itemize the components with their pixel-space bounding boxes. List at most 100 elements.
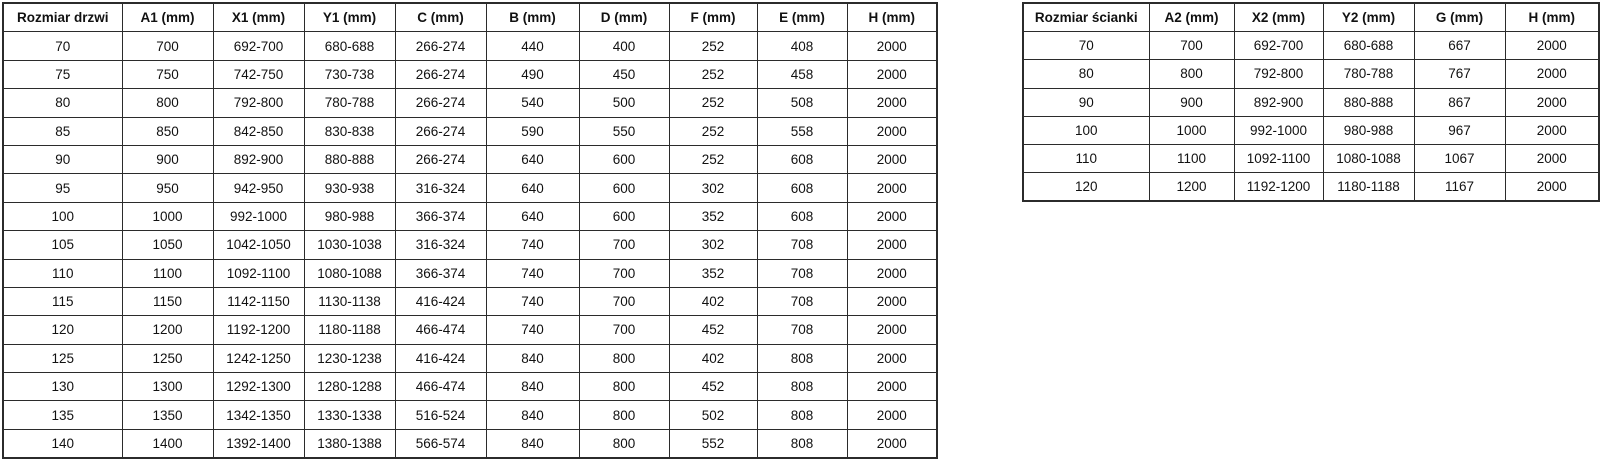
column-header: A1 (mm) — [121, 2, 214, 33]
table-cell: 800 — [578, 428, 670, 459]
table-cell: 840 — [485, 343, 580, 374]
table-cell: 70 — [2, 31, 123, 61]
table-cell: 1380-1388 — [303, 428, 396, 459]
table-cell: 95 — [2, 173, 123, 203]
table-cell: 840 — [485, 428, 580, 459]
column-header: H (mm) — [1504, 2, 1600, 33]
table-cell: 80 — [2, 88, 123, 118]
table-cell: 1200 — [1148, 172, 1235, 202]
table-cell: 110 — [2, 258, 123, 288]
column-header: G (mm) — [1413, 2, 1506, 33]
table-cell: 1192-1200 — [212, 315, 305, 345]
table-cell: 1092-1100 — [212, 258, 305, 288]
table-cell: 600 — [578, 173, 670, 203]
table-cell: 2000 — [1504, 31, 1600, 61]
table-cell: 867 — [1413, 87, 1506, 117]
table-cell: 1180-1188 — [1322, 172, 1415, 202]
table-cell: 302 — [668, 173, 758, 203]
table-row: 90 900 892-900 880-888 266-274 640 600 252 608 20… — [2, 144, 938, 175]
table-cell: 808 — [756, 428, 848, 459]
table-cell: 967 — [1413, 115, 1506, 145]
table-cell: 742-750 — [212, 59, 305, 90]
table-cell: 1280-1288 — [303, 372, 396, 402]
header-row: Rozmiar drzwi A1 (mm) X1 (mm) Y1 (mm) C (mm)… — [2, 2, 938, 33]
table-row: 100 1000 992-1000 980-988 366-374 640 600 352 60… — [2, 201, 938, 232]
table-cell: 1067 — [1413, 143, 1506, 174]
table-cell: 252 — [668, 144, 758, 175]
table-cell: 90 — [2, 144, 123, 175]
table-cell: 800 — [578, 372, 670, 402]
table-cell: 708 — [756, 258, 848, 288]
table-cell: 516-524 — [394, 400, 487, 430]
table-cell: 740 — [485, 286, 580, 317]
table-cell: 992-1000 — [212, 201, 305, 232]
table-cell: 302 — [668, 230, 758, 260]
table-cell: 100 — [2, 201, 123, 232]
table-cell: 692-700 — [1233, 31, 1324, 61]
column-header: Y2 (mm) — [1322, 2, 1415, 33]
column-header: A2 (mm) — [1148, 2, 1235, 33]
table-cell: 1030-1038 — [303, 230, 396, 260]
table-cell: 930-938 — [303, 173, 396, 203]
table-cell: 830-838 — [303, 116, 396, 146]
table-cell: 880-888 — [1322, 87, 1415, 117]
table-cell: 780-788 — [1322, 59, 1415, 89]
table-row: 80 800 792-800 780-788 767 2000 — [1022, 59, 1600, 89]
table-cell: 402 — [668, 343, 758, 374]
table-cell: 1350 — [121, 400, 214, 430]
table-cell: 800 — [578, 400, 670, 430]
table-cell: 490 — [485, 59, 580, 90]
table-row: 70 700 692-700 680-688 667 2000 — [1022, 31, 1600, 61]
table-cell: 466-474 — [394, 372, 487, 402]
table-cell: 416-424 — [394, 286, 487, 317]
table-cell: 252 — [668, 88, 758, 118]
table-cell: 780-788 — [303, 88, 396, 118]
table-cell: 900 — [1148, 87, 1235, 117]
column-header: Rozmiar ścianki — [1022, 2, 1150, 33]
table-cell: 266-274 — [394, 116, 487, 146]
table-cell: 680-688 — [1322, 31, 1415, 61]
table-cell: 840 — [485, 400, 580, 430]
table-row: 105 1050 1042-1050 1030-1038 316-324 740 700 30… — [2, 230, 938, 260]
table-cell: 402 — [668, 286, 758, 317]
table-cell: 566-574 — [394, 428, 487, 459]
table-cell: 500 — [578, 88, 670, 118]
column-header: F (mm) — [668, 2, 758, 33]
column-header: C (mm) — [394, 2, 487, 33]
table-cell: 2000 — [846, 88, 938, 118]
table-cell: 2000 — [846, 59, 938, 90]
table-cell: 80 — [1022, 59, 1150, 89]
table-cell: 708 — [756, 286, 848, 317]
table-cell: 135 — [2, 400, 123, 430]
table-cell: 458 — [756, 59, 848, 90]
table-cell: 366-374 — [394, 201, 487, 232]
table-cell: 692-700 — [212, 31, 305, 61]
table-row: 70 700 692-700 680-688 266-274 440 400 252 408 20… — [2, 31, 938, 61]
table-cell: 2000 — [1504, 59, 1600, 89]
table-cell: 792-800 — [212, 88, 305, 118]
table-cell: 1092-1100 — [1233, 143, 1324, 174]
table-cell: 1080-1088 — [303, 258, 396, 288]
table-row: 80 800 792-800 780-788 266-274 540 500 252 508 20… — [2, 88, 938, 118]
table-cell: 266-274 — [394, 88, 487, 118]
table-cell: 640 — [485, 144, 580, 175]
table-cell: 700 — [1148, 31, 1235, 61]
table-cell: 90 — [1022, 87, 1150, 117]
table-row: 110 1100 1092-1100 1080-1088 1067 2000 — [1022, 143, 1600, 174]
table-cell: 352 — [668, 258, 758, 288]
table-cell: 1292-1300 — [212, 372, 305, 402]
column-header: D (mm) — [578, 2, 670, 33]
table-cell: 840 — [485, 372, 580, 402]
door-sizes-table: Rozmiar drzwi A1 (mm) X1 (mm) Y1 (mm) C (mm)… — [2, 2, 938, 459]
table-cell: 266-274 — [394, 59, 487, 90]
table-cell: 1080-1088 — [1322, 143, 1415, 174]
table-cell: 2000 — [846, 343, 938, 374]
table-cell: 550 — [578, 116, 670, 146]
column-header: X2 (mm) — [1233, 2, 1324, 33]
wall-sizes-table: Rozmiar ścianki A2 (mm) X2 (mm) Y2 (mm) G (m… — [1022, 2, 1600, 203]
table-cell: 400 — [578, 31, 670, 61]
table-cell: 352 — [668, 201, 758, 232]
table-row: 115 1150 1142-1150 1130-1138 416-424 740 700 40… — [2, 286, 938, 317]
table-row: 120 1200 1192-1200 1180-1188 1167 2000 — [1022, 172, 1600, 202]
